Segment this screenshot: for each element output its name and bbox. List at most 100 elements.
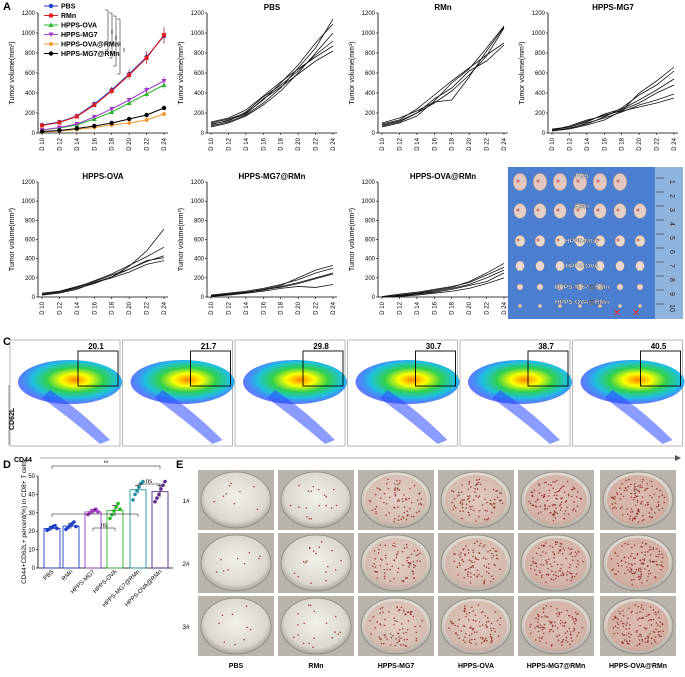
colony-spot xyxy=(368,499,371,502)
colony-spot xyxy=(629,624,631,626)
tumor xyxy=(555,260,565,272)
colony-spot xyxy=(561,553,564,555)
flow-plot: 38.7 xyxy=(459,339,572,447)
colony-spot xyxy=(541,626,544,628)
colony-spot xyxy=(542,632,545,635)
sig-bracket xyxy=(137,483,161,487)
colony-spot xyxy=(213,500,216,503)
colony-spot xyxy=(395,556,398,559)
colony-spot xyxy=(394,545,396,548)
colony-spot xyxy=(571,572,573,575)
colony-spot xyxy=(418,503,420,505)
colony-spot xyxy=(661,507,664,510)
colony-spot xyxy=(471,564,474,567)
colony-spot xyxy=(384,634,386,636)
y-axis-label: CD44+CD62L+ percent(%) in CD8+ T cells xyxy=(21,459,28,584)
colony-spot xyxy=(661,556,664,559)
colony-spot xyxy=(574,611,577,614)
colony-spot xyxy=(651,516,654,518)
colony-spot xyxy=(531,504,534,506)
colony-spot xyxy=(528,500,530,503)
colony-spot xyxy=(641,519,644,522)
colony-spot xyxy=(560,619,562,622)
colony-spot xyxy=(467,552,470,554)
colony-spot xyxy=(631,552,633,555)
colony-spot xyxy=(636,630,638,632)
colony-spot xyxy=(544,504,546,506)
colony-spot xyxy=(626,513,629,515)
colony-spot xyxy=(448,627,450,629)
colony-spot xyxy=(638,639,641,641)
colony-spot xyxy=(658,553,660,556)
colony-spot xyxy=(458,494,460,497)
colony-spot xyxy=(462,625,465,627)
y-tick-label: 1200 xyxy=(22,180,36,186)
flow-density-tail xyxy=(42,390,110,444)
colony-spot xyxy=(581,626,584,629)
dish xyxy=(358,596,434,656)
tumor-vessel xyxy=(556,179,560,183)
colony-spot xyxy=(655,622,658,624)
colony-spot xyxy=(478,516,480,518)
colony-spot xyxy=(575,553,578,555)
colony-spot xyxy=(537,512,540,515)
colony-spot xyxy=(402,610,405,613)
colony-spot xyxy=(401,498,404,500)
colony-spot xyxy=(467,573,469,575)
y-axis-label: Tumor volume(mm³) xyxy=(178,208,185,271)
colony-spot xyxy=(559,548,562,551)
tumor xyxy=(533,203,547,219)
tumor xyxy=(514,235,526,247)
colony-spot xyxy=(462,560,465,563)
dish xyxy=(518,533,594,593)
y-tick-label: 600 xyxy=(194,71,205,77)
colony-spot xyxy=(649,559,651,561)
x-tick-label: D 14 xyxy=(75,137,81,150)
colony-spot xyxy=(325,579,327,582)
tumor-vessel xyxy=(576,208,580,212)
tumor xyxy=(637,303,643,309)
colony-spot xyxy=(622,614,625,617)
colony-spot xyxy=(567,614,570,617)
colony-spot xyxy=(394,486,397,489)
colony-spot xyxy=(653,493,656,496)
colony-spot xyxy=(656,548,658,550)
colony-spot xyxy=(398,636,400,638)
tumor-vessel xyxy=(596,238,600,242)
stain-haze xyxy=(607,601,669,651)
colony-spot xyxy=(402,644,405,646)
colony-spot xyxy=(397,506,399,508)
colony-spot xyxy=(397,609,400,612)
colony-spot xyxy=(489,549,491,552)
colony-spot xyxy=(371,565,374,568)
colony-spot xyxy=(553,494,556,497)
data-point xyxy=(163,479,167,484)
replicate-line xyxy=(210,273,334,297)
colony-spot xyxy=(454,624,456,627)
colony-spot xyxy=(542,611,545,614)
colony-spot xyxy=(558,504,561,507)
colony-spot xyxy=(256,508,259,511)
colony-spot xyxy=(648,512,650,514)
data-point xyxy=(144,56,149,60)
x-tick-label: D 22 xyxy=(485,137,491,150)
sig-mark: ns xyxy=(101,523,107,529)
colony-spot xyxy=(556,627,559,629)
colony-spot xyxy=(616,493,619,496)
colony-spot xyxy=(461,484,463,486)
colony-spot xyxy=(406,638,408,641)
colony-spot xyxy=(468,639,471,641)
colony-spot xyxy=(458,553,461,556)
colony-spot xyxy=(223,641,226,644)
y-tick-label: 400 xyxy=(194,91,205,97)
colony-spot xyxy=(615,573,618,576)
colony-spot xyxy=(474,638,476,641)
colony-spot xyxy=(647,635,649,638)
colony-spot xyxy=(374,493,377,496)
colony-spot xyxy=(374,570,376,573)
colony-spot xyxy=(550,622,552,625)
colony-spot xyxy=(236,557,239,560)
colony-spot xyxy=(396,620,398,623)
colony-spot xyxy=(634,504,637,506)
colony-spot xyxy=(620,493,622,495)
